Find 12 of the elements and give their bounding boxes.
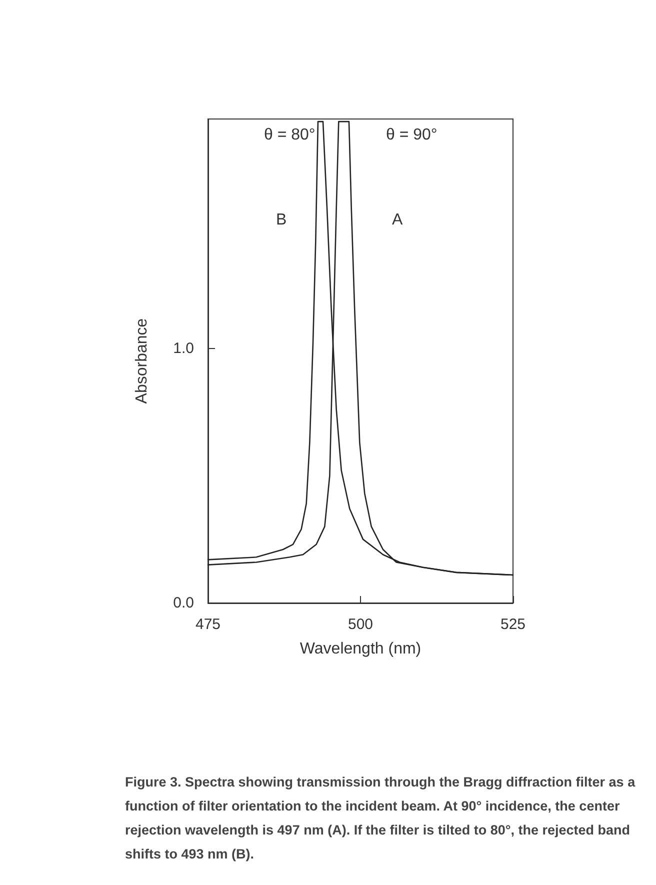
caption: Figure 3. Spectra showing transmission through the Bragg diffraction filter as a function of filter orientation to the incident beam. At 90° incidence, the center rejection wavelength is 497 nm (A). If the filter is tilted to 80°, the rejected band shifts to 493 nm (B).	[125, 774, 639, 862]
x-tick-label: 500	[348, 616, 374, 633]
x-axis-title: Wavelength (nm)	[300, 640, 422, 658]
y-tick-label: 1.0	[173, 340, 194, 357]
y-axis-title: Absorbance	[134, 318, 150, 404]
annotation: A	[392, 212, 403, 228]
x-tick-label: 525	[500, 616, 526, 633]
x-tick-label: 475	[195, 616, 221, 633]
annotation: θ = 80°	[264, 126, 316, 144]
y-tick-label: 0.0	[173, 594, 194, 612]
annotation: θ = 90°	[386, 126, 438, 144]
annotation: B	[276, 212, 287, 228]
